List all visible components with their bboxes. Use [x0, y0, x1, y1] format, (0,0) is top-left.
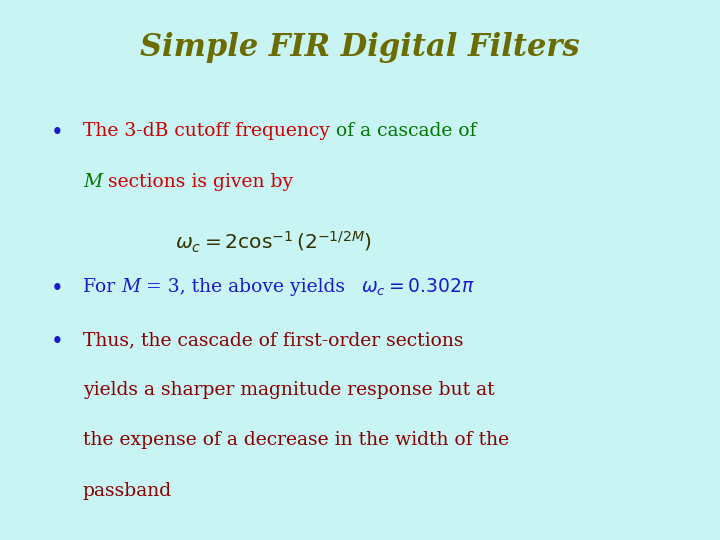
Text: M: M — [83, 173, 102, 191]
Text: For: For — [83, 278, 121, 296]
Text: •: • — [50, 278, 63, 300]
Text: = 3, the above yields: = 3, the above yields — [140, 278, 357, 296]
Text: •: • — [50, 331, 63, 353]
Text: sections is given by: sections is given by — [102, 173, 293, 191]
Text: of a cascade of: of a cascade of — [336, 122, 476, 139]
Text: Thus, the cascade of first-order sections: Thus, the cascade of first-order section… — [83, 331, 463, 349]
Text: yields a sharper magnitude response but at: yields a sharper magnitude response but … — [83, 381, 495, 399]
Text: the expense of a decrease in the width of the: the expense of a decrease in the width o… — [83, 431, 509, 449]
Text: •: • — [50, 122, 63, 144]
Text: The 3-dB cutoff frequency: The 3-dB cutoff frequency — [83, 122, 336, 139]
Text: Simple FIR Digital Filters: Simple FIR Digital Filters — [140, 32, 580, 63]
Text: $\omega_c = 2\cos^{-1}(2^{-1/2M})$: $\omega_c = 2\cos^{-1}(2^{-1/2M})$ — [175, 230, 372, 255]
Text: passband: passband — [83, 482, 172, 500]
Text: $\omega_c = 0.302\pi$: $\omega_c = 0.302\pi$ — [361, 276, 474, 298]
Text: M: M — [121, 278, 140, 296]
